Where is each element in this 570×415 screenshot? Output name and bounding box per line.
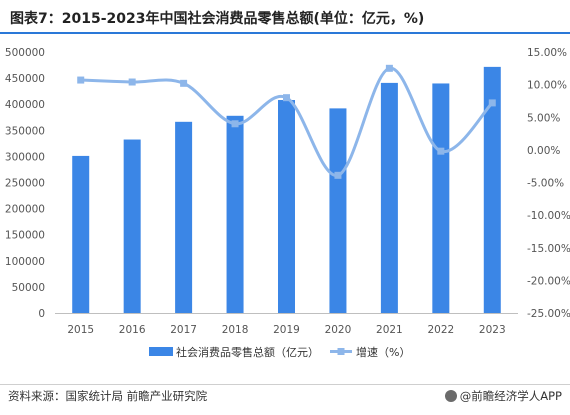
x-axis-tick-label: 2023 — [479, 324, 506, 336]
growth-point-2023 — [488, 99, 496, 107]
growth-point-2015 — [77, 76, 85, 84]
bar-2016 — [123, 139, 141, 313]
right-axis-tick-label: -10.00% — [527, 210, 570, 222]
x-axis-tick-label: 2020 — [325, 324, 352, 336]
legend-bar-swatch — [149, 347, 173, 356]
right-axis-tick-label: -5.00% — [527, 178, 564, 190]
bar-2022 — [432, 83, 450, 313]
legend-bar-label: 社会消费品零售总额（亿元） — [176, 345, 319, 359]
left-axis-tick-label: 350000 — [5, 125, 45, 137]
left-axis-tick-label: 300000 — [5, 151, 45, 163]
bar-2017 — [175, 121, 193, 313]
x-axis-tick-label: 2022 — [427, 324, 454, 336]
bar-2015 — [72, 155, 90, 313]
bar-2019 — [278, 100, 295, 313]
x-axis-tick-label: 2015 — [67, 324, 94, 336]
left-axis-tick-label: 250000 — [5, 178, 45, 190]
bar-2023 — [483, 66, 501, 313]
x-axis-tick-label: 2018 — [222, 324, 249, 336]
right-axis-tick-label: -20.00% — [527, 275, 570, 287]
right-axis-tick-label: 15.00% — [527, 47, 567, 59]
growth-point-2017 — [180, 79, 188, 87]
growth-point-2020 — [334, 171, 342, 179]
x-axis-tick-label: 2017 — [170, 324, 197, 336]
bar-2018 — [226, 115, 244, 313]
x-axis-tick-label: 2021 — [376, 324, 403, 336]
chart-title: 图表7：2015-2023年中国社会消费品零售总额(单位：亿元，%) — [10, 11, 425, 27]
x-axis-tick-label: 2019 — [273, 324, 300, 336]
right-axis-tick-label: 10.00% — [527, 80, 567, 92]
growth-point-2021 — [385, 64, 393, 72]
legend-line-marker — [337, 348, 345, 355]
growth-point-2016 — [128, 78, 136, 86]
growth-point-2018 — [231, 120, 239, 128]
bar-2020 — [329, 108, 347, 313]
left-axis-tick-label: 500000 — [5, 47, 45, 59]
brand-logo-icon — [444, 390, 457, 402]
brand-credit: @前瞻经济学人APP — [444, 388, 562, 404]
left-axis-tick-label: 100000 — [5, 256, 45, 268]
right-axis-tick-label: -25.00% — [527, 308, 570, 320]
combo-chart: 0 50000 100000 150000 200000 250000 300000 3500… — [5, 47, 570, 359]
growth-point-2019 — [283, 94, 290, 102]
left-axis-tick-label: 150000 — [5, 230, 45, 242]
x-axis-tick-label: 2016 — [119, 324, 146, 336]
footer-divider — [0, 384, 570, 385]
right-axis-tick-label: -15.00% — [527, 243, 570, 255]
legend-line-label: 增速（%） — [356, 345, 410, 359]
left-axis-tick-label: 50000 — [12, 282, 45, 294]
title-divider — [0, 32, 570, 34]
bar-2021 — [380, 82, 398, 313]
growth-point-2022 — [437, 147, 445, 155]
left-axis-tick-label: 450000 — [5, 73, 45, 85]
right-axis-tick-label: 0.00% — [527, 145, 560, 157]
left-axis-tick-label: 0 — [38, 308, 45, 320]
right-axis-tick-label: 5.00% — [527, 112, 560, 124]
source-note: 资料来源：国家统计局 前瞻产业研究院 — [8, 389, 208, 403]
brand-text: @前瞻经济学人APP — [459, 389, 562, 403]
growth-rate-line — [80, 66, 494, 177]
left-axis-tick-label: 200000 — [5, 204, 45, 216]
left-axis-tick-label: 400000 — [5, 99, 45, 111]
